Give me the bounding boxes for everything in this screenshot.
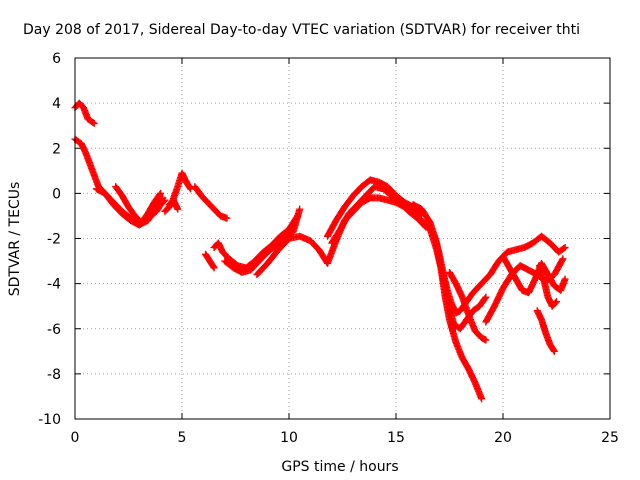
y-axis-label: SDTVAR / TECUs [7,182,23,297]
plus-marker [210,264,218,272]
plus-marker [223,214,231,222]
plus-marker [478,395,486,403]
plus-marker [558,256,566,264]
plus-marker [560,244,568,252]
series-arc-q [431,232,569,317]
series-arc-f [165,196,182,213]
y-tick-label: -8 [47,367,61,383]
plus-marker [481,294,489,302]
series-arc-a [71,99,98,127]
plus-marker [174,205,182,213]
series-arc-h [191,183,231,222]
series-arc-k [221,205,304,276]
x-tick-label: 5 [178,430,187,446]
plus-marker [157,189,165,197]
y-tick-label: -2 [47,232,61,248]
y-tick-label: 6 [52,51,61,67]
plus-marker [559,255,567,263]
y-tick-label: -6 [47,322,61,338]
series-arc-c [92,185,167,229]
series-arc-v [535,262,560,310]
plus-marker [561,275,569,283]
x-tick-label: 20 [494,430,512,446]
series-arc-i [202,250,218,272]
plus-marker [421,222,429,230]
plus-marker [296,205,304,213]
y-tick-label: 4 [52,96,61,112]
series-arc-u [533,307,558,355]
y-tick-label: 0 [52,186,61,202]
plus-marker [550,346,558,354]
plot-frame [74,57,611,420]
plus-marker [89,119,97,127]
x-axis-label: GPS time / hours [281,459,398,475]
x-tick-label: 25 [601,430,619,446]
x-tick-label: 15 [387,430,405,446]
series-arc-r [446,268,490,344]
x-tick-label: 10 [280,430,298,446]
y-tick-label: -4 [47,277,61,293]
plus-marker [156,191,164,199]
series-arc-g [178,171,195,193]
y-tick-label: -10 [38,412,61,428]
plus-marker [482,293,490,301]
plus-marker [187,185,195,193]
series-arc-d [112,183,165,227]
plus-marker [90,119,98,127]
plus-marker [482,336,490,344]
chart-title: Day 208 of 2017, Sidereal Day-to-day VTE… [23,22,580,38]
y-tick-label: 2 [52,141,61,157]
plus-marker [551,299,559,307]
plus-marker [553,298,560,306]
plus-marker [209,263,217,271]
plus-marker [561,244,569,252]
data-points [71,99,569,403]
plus-marker [186,184,194,192]
series-arc-n [328,183,430,247]
x-tick-label: 0 [71,430,80,446]
plus-marker [550,347,558,355]
